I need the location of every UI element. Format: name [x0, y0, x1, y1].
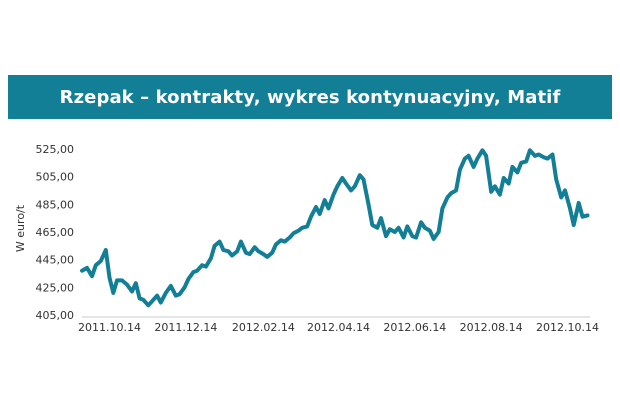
- y-tick-label: 485,00: [36, 198, 75, 211]
- y-axis-tick-labels: 405,00 425,00 445,00 465,00 485,00 505,00 525,…: [36, 143, 75, 322]
- y-tick-label: 425,00: [36, 281, 75, 294]
- x-tick-label: 2011.12.14: [154, 321, 217, 334]
- x-tick-label: 2011.10.14: [78, 321, 141, 334]
- y-tick-label: 525,00: [36, 143, 75, 156]
- y-tick-label: 445,00: [36, 254, 75, 267]
- chart-title: Rzepak – kontrakty, wykres kontynuacyjny…: [59, 86, 561, 108]
- chart-area: 405,00 425,00 445,00 465,00 485,00 505,00 525,…: [0, 130, 620, 345]
- x-tick-label: 2012.04.14: [307, 321, 370, 334]
- y-tick-label: 465,00: [36, 226, 75, 239]
- y-tick-label: 405,00: [36, 309, 75, 322]
- line-chart: 405,00 425,00 445,00 465,00 485,00 505,00 525,…: [14, 143, 599, 334]
- series-line-price: [80, 148, 590, 308]
- x-tick-label: 2012.06.14: [383, 321, 446, 334]
- y-axis-label: W euro/t: [14, 204, 27, 252]
- y-tick-label: 505,00: [36, 171, 75, 184]
- x-tick-label: 2012.08.14: [460, 321, 523, 334]
- x-tick-label: 2012.02.14: [232, 321, 295, 334]
- x-axis-tick-labels: 2011.10.14 2011.12.14 2012.02.14 2012.04.14…: [78, 321, 599, 334]
- title-banner: Rzepak – kontrakty, wykres kontynuacyjny…: [8, 75, 612, 119]
- x-tick-label: 2012.10.14: [536, 321, 599, 334]
